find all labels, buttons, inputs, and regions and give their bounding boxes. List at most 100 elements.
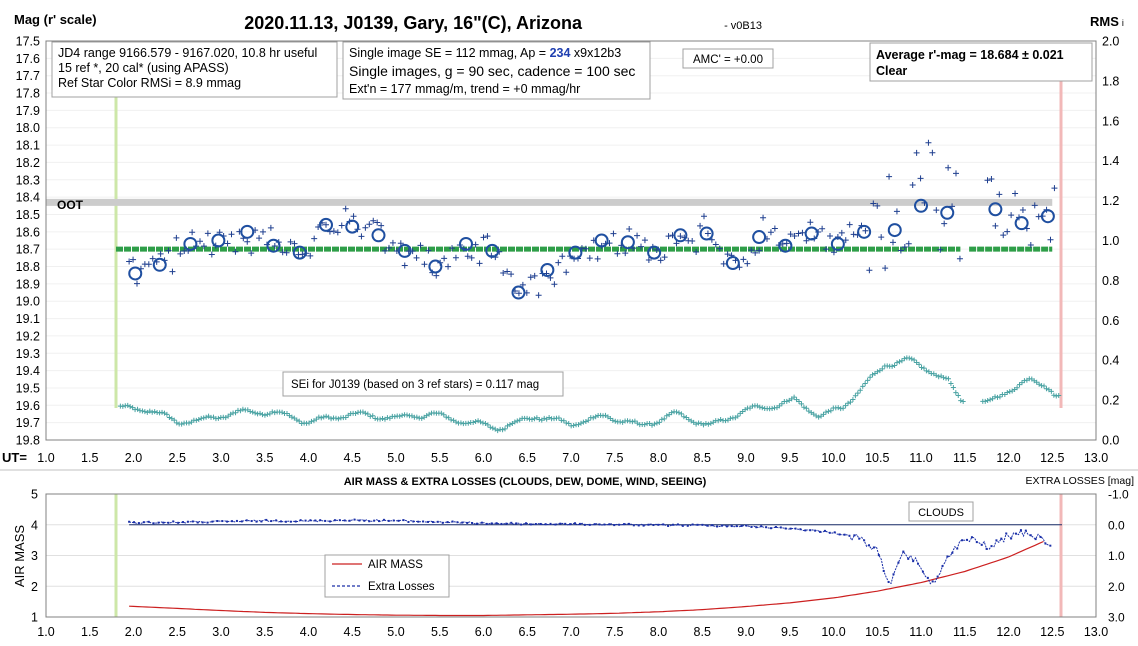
extra-losses-point <box>892 573 895 576</box>
rms-point <box>1056 392 1062 398</box>
measurement-point <box>449 245 455 252</box>
extra-losses-point <box>539 522 542 525</box>
measurement-point <box>342 205 349 212</box>
rms-point <box>916 361 922 367</box>
measurement-point <box>1047 236 1054 243</box>
x-tick-label: 3.5 <box>256 451 273 465</box>
extra-losses-point <box>681 524 684 527</box>
rms-point <box>321 414 327 420</box>
extra-losses-point <box>833 531 836 534</box>
measurement-point <box>200 243 207 250</box>
measurement-point <box>673 240 680 247</box>
extra-losses-point <box>480 521 483 524</box>
extra-losses-point <box>177 521 180 524</box>
extra-losses-point <box>226 520 229 523</box>
rms-point <box>443 414 449 420</box>
measurement-point <box>787 231 794 238</box>
rms-point <box>798 401 804 407</box>
rms-point <box>475 418 481 424</box>
extra-losses-point <box>431 521 434 524</box>
rms-point <box>953 390 959 396</box>
average-marker <box>620 235 635 250</box>
measurement-point <box>657 257 664 264</box>
measurement-point <box>799 229 806 236</box>
measurement-point <box>992 222 999 229</box>
average-marker <box>485 243 500 258</box>
rms-point <box>821 411 827 417</box>
extra-losses-point <box>235 519 238 522</box>
rms-point <box>585 417 591 423</box>
x-tick-label: 4.5 <box>344 451 361 465</box>
extra-losses-point <box>520 523 523 526</box>
extra-losses-point <box>490 522 493 525</box>
measurement-point <box>693 248 700 255</box>
extra-losses-point <box>147 520 150 523</box>
info-box-1-line-2: 15 ref *, 20 cal* (using APASS) <box>58 61 229 75</box>
sei-box: SEi for J0139 (based on 3 ref stars) = 0… <box>282 371 564 397</box>
measurement-point <box>472 241 479 248</box>
rms-point <box>262 412 268 418</box>
rms-point <box>852 393 858 399</box>
measurement-point <box>134 280 140 287</box>
extra-losses-point <box>172 520 175 523</box>
bottom-plot-frame <box>45 493 1097 618</box>
rms-point <box>524 415 530 421</box>
extra-losses-point <box>975 541 978 544</box>
extra-losses-point <box>270 520 273 523</box>
rms-point <box>446 415 452 421</box>
extra-losses-point <box>809 529 812 532</box>
rms-point <box>580 419 586 425</box>
measurement-point <box>1000 232 1007 239</box>
rms-point <box>823 409 829 415</box>
extra-losses-point <box>505 522 508 525</box>
average-marker <box>266 238 281 253</box>
extra-losses-point <box>280 520 283 523</box>
bottom-x-tick-label: 10.0 <box>821 625 845 639</box>
extra-losses-point <box>814 529 817 532</box>
rms-point <box>784 398 790 404</box>
y-tick-label: 19.4 <box>16 364 40 378</box>
rms-point <box>193 417 199 423</box>
info-box-1-line-3: Ref Star Color RMSi = 8.9 mmag <box>58 76 241 90</box>
measurement-point <box>1019 207 1026 214</box>
measurement-point <box>1027 242 1034 249</box>
rms-point <box>453 419 459 425</box>
average-marker <box>673 228 688 243</box>
measurement-point <box>126 258 133 265</box>
measurement-point <box>508 271 515 278</box>
x-tick-label: 9.0 <box>737 451 754 465</box>
average-marker <box>511 285 526 300</box>
rms-point <box>850 397 856 403</box>
measurement-point <box>515 290 522 297</box>
measurement-point <box>531 272 538 279</box>
rms-point <box>769 405 775 411</box>
measurement-point <box>791 233 798 240</box>
extra-losses-point <box>373 519 376 522</box>
rms-point <box>272 410 278 416</box>
measurement-point <box>748 247 755 254</box>
rms-point <box>252 410 258 416</box>
bottom-x-tick-label: 3.5 <box>256 625 273 639</box>
bottom-x-tick-label: 10.5 <box>865 625 889 639</box>
measurement-point <box>716 245 723 252</box>
bottom-x-tick-label: 8.0 <box>650 625 667 639</box>
rms-point <box>465 420 471 426</box>
rms-point <box>705 421 711 427</box>
extra-losses-point <box>858 537 861 540</box>
bottom-panel: AIR MASS & EXTRA LOSSES (CLOUDS, DEW, DO… <box>0 469 1138 639</box>
extra-losses-point <box>402 519 405 522</box>
extra-losses-point <box>544 523 547 526</box>
measurement-point <box>311 235 318 242</box>
extra-losses-point <box>284 520 287 523</box>
rms-point <box>147 408 153 414</box>
rms-point <box>1041 383 1047 389</box>
average-marker <box>540 262 555 277</box>
extra-losses-point <box>603 523 606 526</box>
extra-losses-point <box>446 521 449 524</box>
bottom-x-tick-label: 11.0 <box>909 625 932 639</box>
measurement-point <box>555 259 562 266</box>
left-y-tick-labels: 17.5 17.6 17.7 17.8 17.9 18.0 18.1 18.2 18.3 18.4… <box>16 35 40 448</box>
rms-point <box>950 385 956 391</box>
rms-point <box>936 374 942 380</box>
extra-losses-point <box>299 519 302 522</box>
